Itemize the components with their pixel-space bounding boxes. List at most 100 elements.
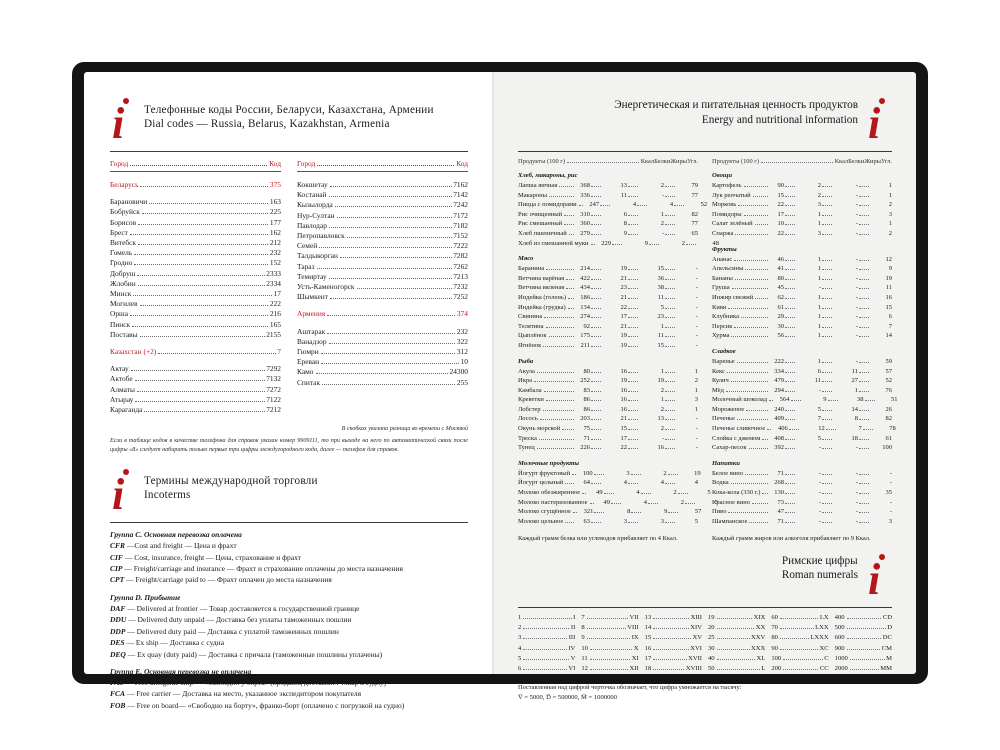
fat-value: 38	[657, 284, 665, 292]
leader-dots	[822, 214, 832, 216]
leader-dots	[716, 628, 755, 630]
incoterms-code: DDP	[110, 626, 126, 636]
protein-value: 16	[620, 367, 628, 375]
carbs-value: 77	[691, 191, 699, 199]
protein-value: 5	[817, 405, 821, 413]
leader-dots	[653, 638, 691, 640]
roman-column: 60 LX 70 LXX 80 LXXX 90 XC 100 C 200 CC	[771, 613, 828, 674]
incoterms-item: FOB — Free on board— «Свободно на борту»…	[110, 700, 468, 711]
leader-dots	[562, 429, 574, 431]
dial-code-row: Поставы 2155	[110, 330, 281, 340]
city-name: Витебск	[110, 238, 137, 248]
roman-numerals-section: Римские цифры Roman numerals i 1 I 2 II 3 III…	[518, 553, 892, 703]
leader-dots	[591, 381, 601, 383]
carbs-value: 2	[888, 229, 892, 237]
arabic-number: 400	[834, 613, 845, 621]
dial-code-row: Ереван 10	[297, 357, 468, 367]
leader-dots	[631, 512, 642, 514]
fat-value: -	[661, 434, 664, 442]
incoterms-code: DAF	[110, 603, 126, 613]
product-name: Рис смешанный	[518, 220, 563, 228]
carbs-value: 100	[882, 444, 892, 452]
nutrition-row: Пиво 47 - - -	[712, 507, 892, 517]
roman-number: IV	[568, 644, 576, 652]
protein-value: 11	[620, 191, 627, 199]
roman-row: 600 DC	[835, 633, 892, 643]
dial-title-en: Dial codes — Russia, Belarus, Kazakhstan…	[144, 118, 390, 130]
leader-dots	[822, 419, 832, 421]
carbs-value: 19	[885, 274, 893, 282]
product-name: Акула	[518, 367, 535, 375]
leader-dots	[859, 493, 869, 495]
leader-dots	[356, 288, 452, 290]
leader-dots	[665, 371, 675, 373]
nutrition-row: Телятина 92 21 1 -	[518, 322, 698, 332]
leader-dots	[591, 409, 601, 411]
leader-dots	[728, 512, 768, 514]
city-name: Казахстан (+2)	[110, 347, 157, 357]
leader-dots	[591, 483, 601, 485]
protein-value: 21	[620, 274, 628, 282]
protein-value: 9	[644, 239, 649, 247]
roman-number: VI	[568, 664, 576, 672]
nutrition-row: Треска 71 17 - -	[518, 434, 698, 444]
city-name: Гюмри	[297, 347, 319, 357]
leader-dots	[548, 195, 574, 197]
dial-code-row: Борисов 177	[110, 218, 281, 228]
city-name: Павлодар	[297, 220, 327, 230]
leader-dots	[591, 390, 601, 392]
dial-code-row: Гюмри 312	[297, 347, 468, 357]
dial-code-row: Казахстан (+2) 7	[110, 347, 281, 357]
fat-value: 2	[681, 239, 686, 247]
city-name: Караганда	[110, 405, 143, 415]
kcal-value: 22	[777, 229, 785, 237]
roman-row: 8 VIII	[581, 623, 638, 633]
roman-number: IX	[631, 634, 639, 642]
nutrition-row: Белое вино 71 - - -	[712, 469, 892, 479]
nutrition-row: Акула 80 16 1 1	[518, 367, 698, 377]
leader-dots	[591, 371, 601, 373]
leader-dots	[586, 628, 626, 630]
leader-dots	[328, 226, 452, 228]
kcal-value: 422	[580, 274, 590, 282]
dial-code-row: Кызылорда 7242	[297, 200, 468, 210]
nutrition-row: Печенье сливочное 406 12 7 78	[712, 424, 896, 434]
leader-dots	[628, 521, 638, 523]
carbs-value: 26	[885, 405, 893, 413]
arabic-number: 50	[707, 664, 715, 672]
incoterms-group-title: Группа E. Основная перевозка не оплачена	[110, 666, 252, 676]
carbs-value: 11	[885, 284, 892, 292]
info-i-icon: i	[110, 469, 136, 517]
kcal-value: 100	[582, 469, 593, 477]
leader-dots	[628, 483, 638, 485]
leader-dots	[788, 429, 799, 431]
leader-dots	[665, 390, 675, 392]
fat-value: -	[855, 210, 858, 218]
protein-value: 21	[620, 415, 628, 423]
leader-dots	[129, 233, 269, 235]
leader-dots	[582, 493, 587, 495]
leader-dots	[665, 297, 675, 299]
kcal-value: 226	[580, 444, 590, 452]
leader-dots	[591, 326, 601, 328]
carbs-value: -	[695, 332, 698, 340]
roman-row: 6 VI	[518, 664, 575, 674]
leader-dots	[665, 448, 675, 450]
roman-column: 1 I 2 II 3 III 4 IV 5 V 6 VI	[518, 613, 575, 674]
nutrition-row: Йогурт фруктовый 100 3 2 19	[518, 469, 701, 479]
kcal-value: 134	[580, 303, 590, 311]
fat-value: 2	[680, 498, 685, 506]
incoterms-title-en: Incoterms	[144, 489, 191, 502]
kcal-value: 71	[777, 517, 785, 525]
fat-value: 8	[854, 415, 858, 423]
carbs-value: 5	[707, 489, 711, 497]
dial-code: 375	[269, 180, 281, 189]
leader-dots	[591, 307, 601, 309]
fat-value: 15	[657, 265, 665, 273]
product-name: Цыплёнок	[518, 332, 547, 340]
leader-dots	[130, 315, 269, 317]
leader-dots	[735, 233, 768, 235]
protein-value: 16	[620, 405, 628, 413]
product-name: Мёд	[712, 386, 724, 394]
leader-dots	[859, 502, 869, 504]
